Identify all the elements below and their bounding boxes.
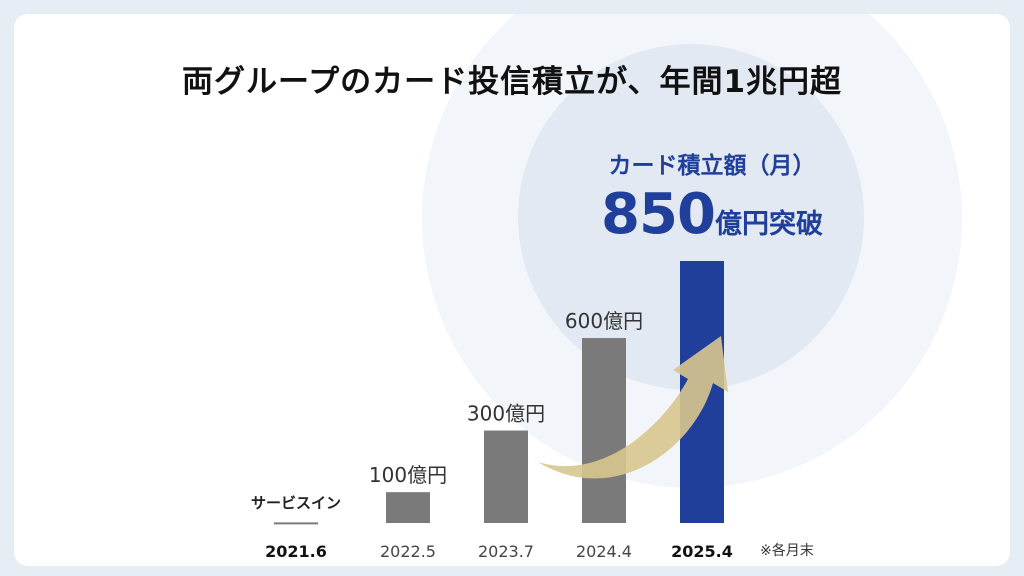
growth-arrow-icon <box>538 336 728 479</box>
category-label-2025.4: 2025.4 <box>671 542 733 561</box>
category-label-2023.7: 2023.7 <box>478 542 534 561</box>
bar-2021.6 <box>274 522 318 525</box>
callout-value-unit: 億円突破 <box>714 209 823 240</box>
bar-2024.4 <box>582 338 626 523</box>
chart-card: 両グループのカード投信積立が、年間1兆円超 カード積立額（月） 850億円突破 … <box>14 14 1010 566</box>
bar-2022.5 <box>386 492 430 523</box>
callout-value-number: 850 <box>601 182 716 247</box>
data-label-2023.7: 300億円 <box>467 402 545 426</box>
data-label-2021.6: サービスイン <box>251 494 341 512</box>
footnote: ※各月末 <box>760 543 814 559</box>
category-label-2022.5: 2022.5 <box>380 542 436 561</box>
data-label-2022.5: 100億円 <box>369 463 447 487</box>
category-label-2021.6: 2021.6 <box>265 542 327 561</box>
bar-chart: サービスイン 100億円 300億円 600億円 2021.6 2022.5 2023.7 2… <box>251 261 733 561</box>
data-label-2024.4: 600億円 <box>565 309 643 333</box>
category-label-2024.4: 2024.4 <box>576 542 632 561</box>
callout-value: 850億円突破 <box>554 182 870 247</box>
callout-label: カード積立額（月） <box>608 153 816 179</box>
chart-title: 両グループのカード投信積立が、年間1兆円超 <box>181 64 843 100</box>
bar-2023.7 <box>484 430 528 523</box>
